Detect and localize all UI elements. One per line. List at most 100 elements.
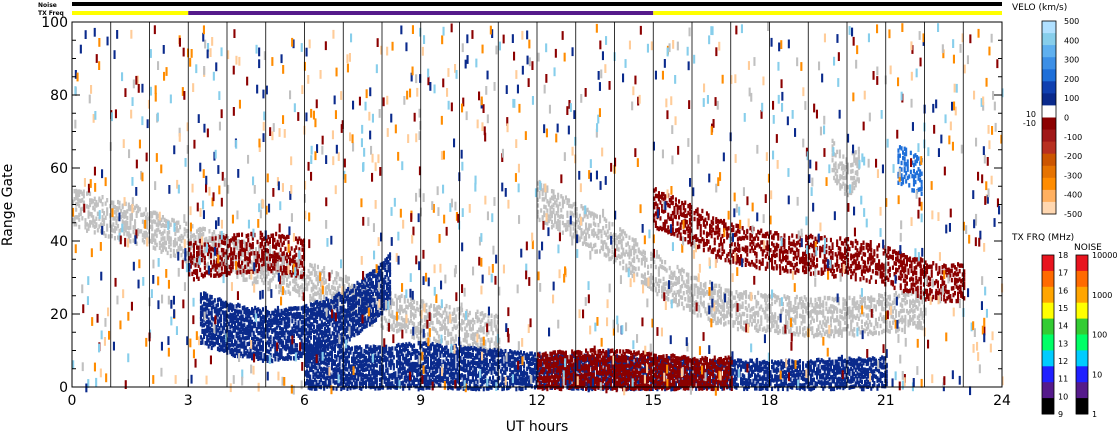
heatmap-cell [246, 314, 249, 319]
heatmap-cell [750, 372, 753, 377]
heatmap-cell [252, 345, 255, 351]
heatmap-cell [203, 249, 206, 254]
heatmap-cell [297, 312, 300, 317]
heatmap-cell [286, 356, 289, 361]
heatmap-cell [237, 349, 240, 354]
heatmap-cell [434, 369, 437, 375]
heatmap-cell [595, 378, 598, 384]
heatmap-cell [399, 349, 402, 354]
heatmap-cell [336, 293, 339, 298]
heatmap-cell [736, 364, 739, 369]
heatmap-cell [795, 385, 798, 390]
heatmap-cell [149, 218, 152, 223]
heatmap-cell [763, 369, 766, 374]
heatmap-cell [518, 367, 521, 373]
heatmap-cell [347, 313, 350, 318]
heatmap-cell [385, 363, 388, 368]
heatmap-cell [378, 382, 381, 388]
heatmap-cell [223, 334, 226, 340]
heatmap-cell [363, 380, 366, 385]
heatmap-cell [280, 338, 283, 344]
heatmap-cell [681, 362, 684, 367]
heatmap-cell [360, 372, 363, 377]
heatmap-cell [238, 327, 241, 332]
heatmap-cell [310, 382, 313, 387]
heatmap-cell [275, 335, 278, 340]
heatmap-cell [340, 293, 343, 298]
heatmap-cell [705, 370, 708, 376]
heatmap-cell [172, 218, 175, 223]
heatmap-cell [487, 338, 490, 343]
heatmap-cell [199, 299, 202, 304]
heatmap-cell [281, 280, 284, 285]
heatmap-cell [370, 304, 373, 309]
heatmap-cell [332, 375, 335, 380]
heatmap-cell [220, 260, 223, 266]
heatmap-cell [413, 367, 416, 373]
heatmap-cell [278, 336, 281, 341]
heatmap-cell [186, 251, 189, 256]
heatmap-cell [316, 314, 319, 320]
heatmap-cell [473, 336, 476, 341]
heatmap-cell [375, 346, 378, 352]
heatmap-cell [182, 249, 185, 254]
heatmap-cell [254, 247, 257, 252]
heatmap-cell [484, 346, 487, 352]
heatmap-cell [313, 324, 316, 329]
heatmap-cell [783, 382, 786, 387]
heatmap-cell [340, 308, 343, 314]
heatmap-cell [73, 197, 76, 202]
heatmap-cell [299, 334, 302, 339]
heatmap-cell [437, 339, 440, 344]
heatmap-cell [73, 218, 76, 223]
heatmap-cell [309, 366, 312, 371]
heatmap-cell [257, 325, 260, 330]
heatmap-cell [431, 341, 434, 347]
heatmap-cell [315, 348, 318, 353]
heatmap-cell [366, 358, 369, 363]
heatmap-cell [336, 298, 339, 304]
heatmap-cell [310, 271, 313, 276]
heatmap-cell [385, 344, 388, 350]
heatmap-cell [361, 284, 364, 290]
heatmap-cell [749, 379, 752, 384]
heatmap-cell [413, 382, 416, 388]
heatmap-cell [504, 349, 507, 354]
heatmap-cell [96, 228, 99, 233]
heatmap-cell [687, 376, 690, 382]
heatmap-cell [493, 379, 496, 384]
heatmap-cell [485, 332, 488, 337]
heatmap-cell [244, 277, 247, 282]
heatmap-cell [368, 347, 371, 352]
heatmap-cell [174, 231, 177, 236]
heatmap-cell [809, 367, 812, 372]
heatmap-cell [775, 369, 778, 374]
heatmap-cell [221, 300, 224, 305]
heatmap-cell [244, 241, 247, 246]
heatmap-cell [383, 375, 386, 380]
heatmap-cell [238, 315, 241, 321]
heatmap-cell [416, 328, 419, 333]
heatmap-cell [123, 225, 126, 230]
txfreq-status-bar [72, 11, 1002, 15]
heatmap-cell [364, 319, 367, 324]
heatmap-cell [361, 372, 364, 378]
heatmap-cell [221, 339, 224, 344]
heatmap-cell [311, 328, 314, 333]
heatmap-cell [749, 373, 752, 378]
heatmap-cell [188, 250, 191, 256]
heatmap-cell [391, 383, 394, 389]
heatmap-cell [523, 373, 526, 378]
heatmap-cell [461, 366, 464, 372]
heatmap-cell [521, 386, 524, 391]
heatmap-cell [399, 375, 402, 380]
heatmap-cell [395, 329, 398, 334]
heatmap-cell [332, 372, 335, 377]
heatmap-cell [532, 367, 535, 373]
heatmap-cell [389, 324, 392, 329]
heatmap-cell [375, 380, 378, 385]
heatmap-cell [473, 360, 476, 365]
heatmap-cell [437, 374, 440, 379]
heatmap-cell [241, 317, 244, 322]
heatmap-cell [367, 291, 370, 297]
